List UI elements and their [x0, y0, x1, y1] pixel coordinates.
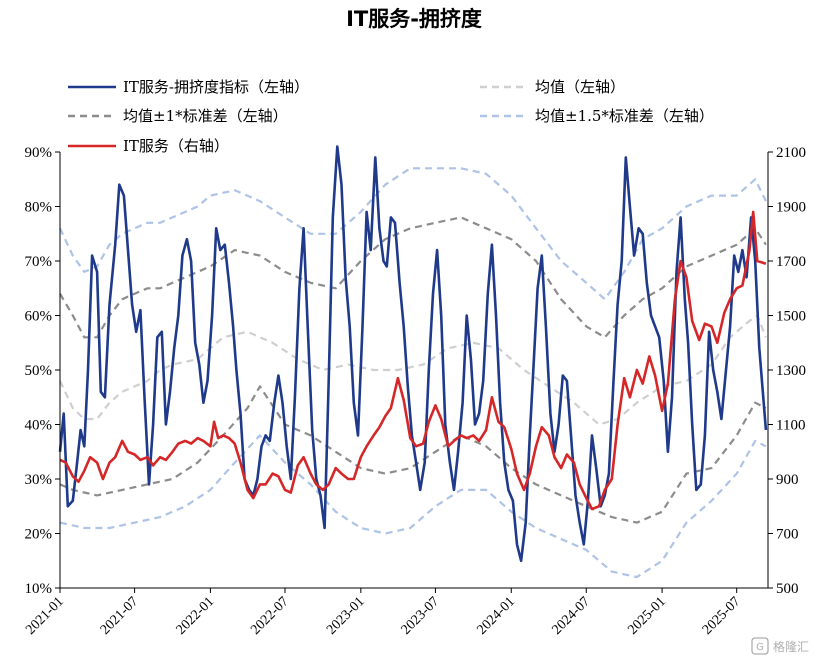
legend: IT服务-拥挤度指标（左轴） 均值（左轴） 均值±1*标准差（左轴） 均值±1.5*标… [68, 78, 714, 155]
right-tick-label: 1900 [776, 200, 806, 216]
right-tick-label: 500 [776, 581, 799, 597]
legend-label-band1: 均值±1*标准差（左轴） [123, 107, 288, 125]
left-tick-label: 20% [25, 527, 53, 543]
x-tick-label: 2021-07 [98, 594, 142, 638]
series-band15-lower [59, 434, 767, 579]
series-band15-upper [59, 167, 767, 301]
legend-label-band15: 均值±1.5*标准差（左轴） [535, 107, 714, 125]
x-tick-label: 2025-01 [625, 594, 669, 638]
right-tick-label: 1300 [776, 363, 806, 379]
watermark-logo-icon [751, 637, 769, 655]
legend-label-crowding: IT服务-拥挤度指标（左轴） [123, 78, 309, 96]
legend-label-index: IT服务（右轴） [123, 137, 229, 155]
right-tick-label: 900 [776, 472, 799, 488]
right-tick-label: 700 [776, 527, 799, 543]
left-tick-label: 50% [25, 363, 53, 379]
left-tick-label: 40% [25, 418, 53, 434]
right-tick-label: 1100 [776, 418, 805, 434]
left-tick-label: 80% [25, 200, 53, 216]
x-tick-label: 2021-01 [23, 594, 67, 638]
watermark: G 格隆汇 [751, 637, 809, 655]
legend-label-mean: 均值（左轴） [535, 78, 625, 96]
x-tick-label: 2022-01 [174, 594, 218, 638]
x-tick-label: 2024-07 [549, 594, 593, 638]
x-tick-label: 2023-01 [324, 594, 368, 638]
series-crowding [58, 145, 768, 563]
axes: 10% 20% 30% 40% 50% 60% 70% 80% 90% 500 700 900 1100… [23, 145, 806, 638]
chart-title: IT服务-拥挤度 [346, 7, 482, 31]
series-index [59, 210, 767, 511]
x-tick-label: 2025-07 [700, 594, 744, 638]
x-tick-label: 2023-07 [399, 594, 443, 638]
series-layer [58, 145, 768, 579]
right-tick-label: 1700 [776, 254, 806, 270]
left-tick-label: 90% [25, 145, 53, 161]
right-tick-label: 2100 [776, 145, 806, 161]
x-tick-label: 2022-07 [248, 594, 292, 638]
svg-text:G: G [756, 642, 764, 653]
left-tick-label: 10% [25, 581, 53, 597]
left-tick-label: 60% [25, 309, 53, 325]
left-tick-label: 30% [25, 472, 53, 488]
left-tick-label: 70% [25, 254, 53, 270]
series-mean [59, 314, 767, 426]
watermark-text: 格隆汇 [773, 639, 809, 654]
x-tick-label: 2024-01 [474, 594, 518, 638]
right-tick-label: 1500 [776, 309, 806, 325]
series-band1-upper [59, 216, 767, 339]
